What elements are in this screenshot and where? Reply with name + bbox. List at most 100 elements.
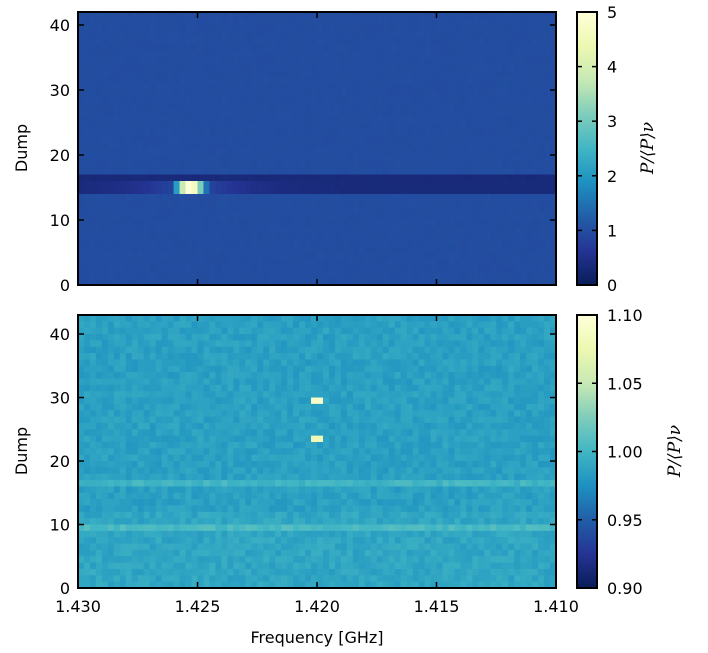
heatmap-cell <box>394 51 402 59</box>
heatmap-cell <box>167 315 175 322</box>
heatmap-cell <box>490 321 497 329</box>
heatmap-cell <box>340 422 348 430</box>
heatmap-cell <box>251 122 258 130</box>
heatmap-cell <box>299 346 306 354</box>
heatmap-cell <box>394 64 402 72</box>
heatmap-cell <box>352 70 360 78</box>
heatmap-cell <box>358 278 366 286</box>
heatmap-cell <box>167 365 175 373</box>
heatmap-cell <box>89 403 97 411</box>
heatmap-cell <box>167 252 175 260</box>
heatmap-cell <box>430 207 438 215</box>
heatmap-cell <box>161 116 169 124</box>
heatmap-cell <box>185 278 193 286</box>
heatmap-cell <box>364 207 372 215</box>
heatmap-cell <box>448 259 456 267</box>
heatmap-cell <box>281 252 288 260</box>
heatmap-cell <box>544 340 551 348</box>
heatmap-cell <box>263 174 270 182</box>
heatmap-cell <box>358 116 366 124</box>
heatmap-cell <box>418 252 426 260</box>
heatmap-cell <box>544 142 551 150</box>
heatmap-cell <box>185 174 193 182</box>
heatmap-cell <box>394 359 402 367</box>
heatmap-cell <box>478 18 485 26</box>
heatmap-cell <box>191 168 199 176</box>
heatmap-cell <box>257 378 264 386</box>
heatmap-cell <box>436 372 444 380</box>
heatmap-cell <box>143 365 151 373</box>
heatmap-cell <box>478 403 485 411</box>
heatmap-cell <box>472 213 479 221</box>
heatmap-cell <box>424 378 432 386</box>
heatmap-cell <box>251 359 258 367</box>
heatmap-cell <box>544 25 551 33</box>
heatmap-cell <box>418 340 426 348</box>
heatmap-cell <box>448 278 456 286</box>
heatmap-cell <box>550 372 557 380</box>
heatmap-cell <box>149 213 157 221</box>
heatmap-cell <box>388 378 396 386</box>
heatmap-cell <box>317 44 324 52</box>
heatmap-cell <box>532 129 539 137</box>
heatmap-cell <box>293 57 300 65</box>
heatmap-cell <box>89 410 97 418</box>
heatmap-cell <box>352 278 360 286</box>
heatmap-cell <box>149 187 157 195</box>
heatmap-cell <box>83 25 91 33</box>
heatmap-cell <box>107 403 115 411</box>
heatmap-cell <box>293 346 300 354</box>
heatmap-cell <box>346 83 354 91</box>
heatmap-cell <box>328 239 336 247</box>
heatmap-cell <box>125 181 133 189</box>
heatmap-cell <box>442 226 450 234</box>
heatmap-cell <box>209 226 217 234</box>
heatmap-cell <box>281 435 288 443</box>
heatmap-cell <box>454 77 461 85</box>
heatmap-cell <box>448 272 456 280</box>
heatmap-cell <box>466 12 473 20</box>
heatmap-cell <box>293 315 300 322</box>
heatmap-cell <box>508 353 515 361</box>
heatmap-cell <box>346 378 354 386</box>
heatmap-cell <box>143 410 151 418</box>
heatmap-cell <box>370 252 378 260</box>
heatmap-cell <box>376 220 384 228</box>
heatmap-cell <box>209 372 217 380</box>
heatmap-cell <box>119 233 127 241</box>
heatmap-cell <box>418 116 426 124</box>
heatmap-cell <box>340 315 348 322</box>
heatmap-cell <box>520 122 527 130</box>
heatmap-cell <box>472 90 479 98</box>
heatmap-cell <box>520 161 527 169</box>
heatmap-cell <box>269 109 276 117</box>
heatmap-cell <box>233 321 240 329</box>
heatmap-cell <box>448 142 456 150</box>
heatmap-cell <box>412 44 420 52</box>
heatmap-cell <box>334 340 342 348</box>
heatmap-cell <box>179 77 187 85</box>
heatmap-cell <box>388 168 396 176</box>
heatmap-cell <box>412 18 420 26</box>
heatmap-cell <box>334 83 342 91</box>
heatmap-cell <box>394 259 402 267</box>
heatmap-cell <box>78 359 85 367</box>
heatmap-cell <box>334 142 342 150</box>
heatmap-cell <box>514 148 521 156</box>
heatmap-cell <box>550 252 557 260</box>
heatmap-cell <box>448 70 456 78</box>
heatmap-cell <box>257 109 264 117</box>
heatmap-cell <box>418 181 426 189</box>
heatmap-cell <box>227 174 234 182</box>
heatmap-cell <box>340 77 348 85</box>
heatmap-cell <box>520 116 527 124</box>
heatmap-cell <box>78 207 85 215</box>
heatmap-cell <box>394 12 402 20</box>
heatmap-cell <box>149 207 157 215</box>
heatmap-cell <box>305 64 312 72</box>
heatmap-cell <box>305 378 312 386</box>
heatmap-cell <box>269 239 276 247</box>
heatmap-cell <box>119 25 127 33</box>
heatmap-cell <box>538 103 545 111</box>
